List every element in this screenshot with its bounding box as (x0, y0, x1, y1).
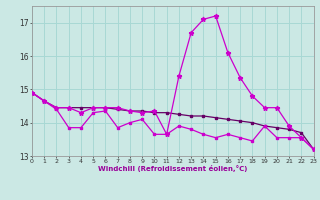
X-axis label: Windchill (Refroidissement éolien,°C): Windchill (Refroidissement éolien,°C) (98, 165, 247, 172)
